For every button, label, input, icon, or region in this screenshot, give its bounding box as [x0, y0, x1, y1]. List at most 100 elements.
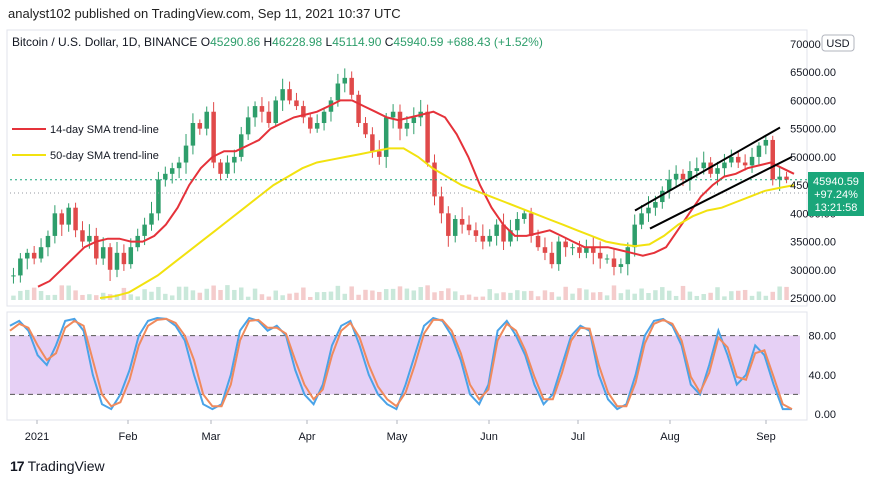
- volume-bar: [294, 292, 299, 300]
- candle-body: [218, 162, 223, 174]
- stoch-tick-label: 0.00: [815, 409, 836, 421]
- volume-bar: [604, 295, 610, 300]
- candle-body: [646, 207, 651, 214]
- candle-body: [563, 241, 568, 248]
- volume-bar: [18, 290, 23, 300]
- volume-bar: [252, 288, 258, 300]
- candle-body: [308, 117, 313, 129]
- candle-body: [25, 252, 30, 259]
- volume-bar: [487, 289, 492, 300]
- brand-footer: 17 TradingView: [10, 458, 105, 474]
- candle-body: [204, 111, 209, 129]
- candle-body: [487, 235, 492, 242]
- volume-bar: [308, 296, 313, 300]
- volume-bar: [163, 293, 168, 300]
- candle-body: [763, 139, 769, 146]
- stoch-tick-label: 80.00: [808, 331, 836, 343]
- date-tick-label: May: [387, 431, 408, 443]
- volume-bar: [577, 288, 582, 300]
- candle-body: [128, 247, 134, 265]
- volume-bar: [218, 289, 223, 300]
- candle-body: [238, 134, 244, 157]
- candle-body: [183, 145, 189, 163]
- volume-bar: [390, 288, 396, 300]
- volume-bar: [563, 286, 568, 300]
- candle-body: [245, 117, 251, 135]
- volume-bar: [87, 294, 92, 300]
- symbol-name: Bitcoin / U.S. Dollar, 1D, BINANCE: [12, 35, 201, 49]
- candle-body: [528, 213, 534, 236]
- candle-body: [390, 111, 396, 118]
- volume-bar: [238, 287, 244, 300]
- volume-bar: [480, 296, 486, 300]
- volume-bar: [452, 291, 458, 300]
- candle-body: [459, 218, 465, 225]
- volume-bar: [328, 291, 334, 300]
- volume-bar: [232, 289, 237, 300]
- candle-body: [31, 252, 37, 259]
- candle-body: [294, 100, 299, 107]
- candle-body: [452, 218, 458, 236]
- currency-button[interactable]: USD: [821, 34, 855, 52]
- candle-body: [169, 168, 175, 174]
- volume-bar: [542, 290, 548, 300]
- date-tick-label: Apr: [298, 431, 315, 443]
- volume-bar: [370, 290, 375, 300]
- volume-bar: [197, 292, 203, 300]
- volume-bar: [142, 289, 147, 300]
- candle-body: [259, 106, 265, 112]
- volume-bar: [225, 285, 230, 300]
- candle-body: [52, 213, 58, 236]
- candle-body: [515, 218, 520, 231]
- volume-bar: [418, 287, 423, 300]
- volume-bar: [156, 286, 161, 300]
- volume-bar: [549, 292, 555, 300]
- volume-bar: [11, 295, 16, 300]
- stoch-d-line: [9, 317, 793, 410]
- candle-body: [176, 162, 182, 169]
- candle-body: [100, 247, 106, 259]
- date-tick-label: Sep: [756, 431, 776, 443]
- main-pane: [6, 29, 808, 307]
- volume-bar: [673, 295, 679, 300]
- high-value: 46228.98: [272, 35, 325, 49]
- candle-body: [715, 168, 720, 174]
- candle-body: [190, 123, 196, 146]
- candle-body: [701, 162, 706, 169]
- brand-label: TradingView: [27, 458, 105, 474]
- price-tick-label: 50000.00: [790, 152, 836, 164]
- candle-body: [680, 173, 686, 180]
- date-tick-label: Mar: [202, 431, 221, 443]
- close-label: C: [385, 35, 394, 49]
- volume-bar: [245, 296, 251, 300]
- volume-bar: [708, 292, 713, 300]
- volume-bar: [446, 288, 451, 300]
- candle-body: [694, 168, 700, 171]
- candle-body: [377, 151, 382, 157]
- date-tick-label: Feb: [119, 431, 138, 443]
- stoch-k-line: [9, 316, 792, 411]
- candle-body: [404, 123, 410, 129]
- candle-body: [542, 247, 548, 253]
- date-tick-label: Jul: [571, 431, 585, 443]
- volume-bar: [66, 285, 71, 300]
- candle-body: [342, 77, 348, 84]
- volume-bar: [301, 287, 306, 300]
- volume-bar: [356, 294, 361, 300]
- candle-body: [225, 162, 230, 174]
- volume-bar: [135, 296, 140, 300]
- volume-bar: [321, 292, 327, 300]
- volume-bar: [515, 290, 520, 300]
- candle-body: [273, 100, 278, 124]
- candle-body: [321, 111, 327, 124]
- sma14-line: [37, 99, 795, 288]
- volume-bar: [729, 291, 734, 300]
- volume-bar: [694, 295, 700, 300]
- high-label: H: [263, 35, 272, 49]
- price-tick-label: 30000.00: [790, 265, 836, 277]
- candle-body: [653, 202, 658, 208]
- volume-bar: [52, 294, 58, 300]
- price-tick-label: 35000.00: [790, 237, 836, 249]
- volume-bar: [114, 294, 120, 300]
